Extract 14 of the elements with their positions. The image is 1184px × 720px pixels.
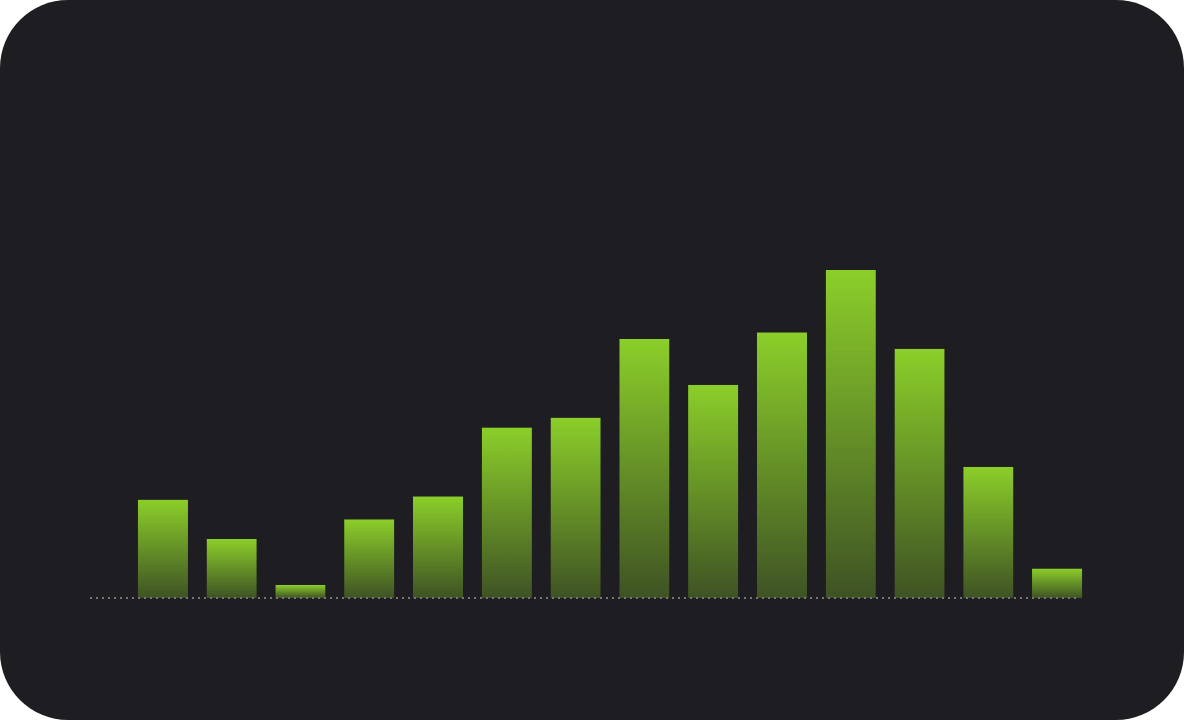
bar [481,427,532,598]
bar [825,270,876,598]
bar [137,499,188,598]
bar [206,538,257,598]
bar [619,338,670,598]
bar [688,384,739,598]
bar [756,332,808,598]
bar [275,584,326,598]
bar [963,466,1014,598]
bar [550,417,601,598]
bar [1032,568,1083,598]
bar [344,519,395,598]
bar [894,348,945,598]
bar [412,496,464,598]
